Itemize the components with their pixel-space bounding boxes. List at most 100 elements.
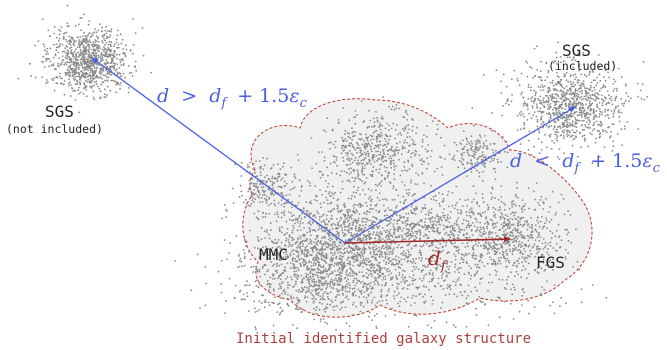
galaxy-point [445, 231, 448, 234]
galaxy-point [398, 107, 400, 110]
galaxy-point [348, 208, 351, 211]
galaxy-point [563, 87, 566, 90]
galaxy-point [258, 300, 261, 303]
galaxy-point [428, 245, 431, 248]
galaxy-point [379, 253, 381, 256]
galaxy-point [466, 214, 468, 217]
galaxy-point [371, 170, 373, 173]
galaxy-point [407, 251, 410, 254]
galaxy-point [436, 214, 439, 216]
galaxy-point [327, 142, 330, 144]
galaxy-point [526, 62, 529, 64]
galaxy-point [537, 247, 540, 250]
galaxy-point [364, 142, 367, 145]
galaxy-point [544, 79, 546, 82]
galaxy-point [472, 185, 475, 188]
galaxy-point [540, 76, 542, 79]
galaxy-point [390, 127, 393, 130]
galaxy-point [134, 60, 137, 63]
galaxy-point [564, 228, 567, 231]
galaxy-point [404, 221, 406, 224]
galaxy-point [506, 100, 508, 103]
galaxy-point [360, 289, 363, 292]
galaxy-point [392, 185, 395, 187]
galaxy-point [578, 69, 580, 72]
galaxy-point [70, 41, 73, 43]
galaxy-point [257, 210, 260, 213]
galaxy-point [123, 63, 125, 65]
galaxy-point [589, 94, 591, 97]
galaxy-point [49, 60, 52, 63]
galaxy-point [530, 234, 533, 236]
galaxy-point [519, 243, 522, 246]
galaxy-point [376, 184, 379, 187]
galaxy-point [354, 212, 356, 215]
galaxy-point [478, 266, 481, 269]
galaxy-point [447, 234, 449, 237]
galaxy-point [412, 152, 415, 154]
galaxy-point [250, 194, 253, 197]
galaxy-point [592, 109, 595, 112]
galaxy-point [78, 111, 81, 114]
galaxy-point [365, 221, 367, 224]
galaxy-point [264, 216, 267, 218]
galaxy-point [482, 74, 485, 76]
galaxy-point [101, 34, 104, 37]
galaxy-point [407, 194, 410, 197]
galaxy-point [67, 74, 70, 77]
galaxy-point [521, 252, 524, 255]
galaxy-point [95, 48, 97, 51]
galaxy-point [347, 231, 350, 234]
galaxy-point [470, 290, 473, 293]
galaxy-point [266, 180, 269, 183]
galaxy-point [424, 266, 427, 268]
galaxy-point [339, 240, 342, 243]
galaxy-point [362, 229, 365, 231]
galaxy-point [538, 99, 540, 102]
galaxy-point [385, 261, 388, 264]
galaxy-point [612, 123, 615, 126]
galaxy-point [362, 248, 364, 251]
galaxy-point [382, 96, 385, 98]
galaxy-point [395, 146, 398, 149]
galaxy-point [94, 56, 97, 59]
galaxy-point [401, 230, 403, 232]
galaxy-point [293, 175, 296, 178]
galaxy-point [110, 57, 113, 60]
galaxy-point [367, 257, 370, 260]
galaxy-point [406, 119, 408, 121]
galaxy-point [74, 99, 77, 101]
galaxy-point [592, 123, 595, 126]
galaxy-point [377, 250, 379, 253]
galaxy-point [73, 40, 76, 42]
galaxy-point [99, 67, 102, 70]
galaxy-point [566, 133, 568, 136]
galaxy-point [515, 246, 517, 249]
galaxy-point [353, 210, 356, 213]
galaxy-point [525, 60, 527, 63]
galaxy-point [434, 250, 437, 253]
galaxy-point [600, 87, 603, 90]
galaxy-point [578, 84, 581, 86]
galaxy-point [384, 231, 387, 234]
galaxy-point [483, 244, 485, 246]
galaxy-point [248, 229, 251, 232]
galaxy-point [320, 215, 323, 218]
galaxy-point [502, 225, 505, 228]
galaxy-point [406, 169, 409, 172]
galaxy-point [399, 246, 402, 249]
galaxy-point [503, 208, 506, 211]
galaxy-point [384, 255, 387, 258]
galaxy-point [450, 233, 453, 236]
galaxy-point [417, 221, 420, 224]
galaxy-point [92, 96, 95, 99]
galaxy-point [505, 224, 507, 226]
galaxy-point [308, 213, 311, 216]
galaxy-point [526, 224, 529, 227]
galaxy-point [373, 121, 376, 123]
galaxy-point [280, 199, 283, 202]
galaxy-point [369, 208, 371, 210]
galaxy-point [333, 243, 336, 246]
galaxy-point [256, 175, 258, 178]
galaxy-point [363, 139, 365, 142]
